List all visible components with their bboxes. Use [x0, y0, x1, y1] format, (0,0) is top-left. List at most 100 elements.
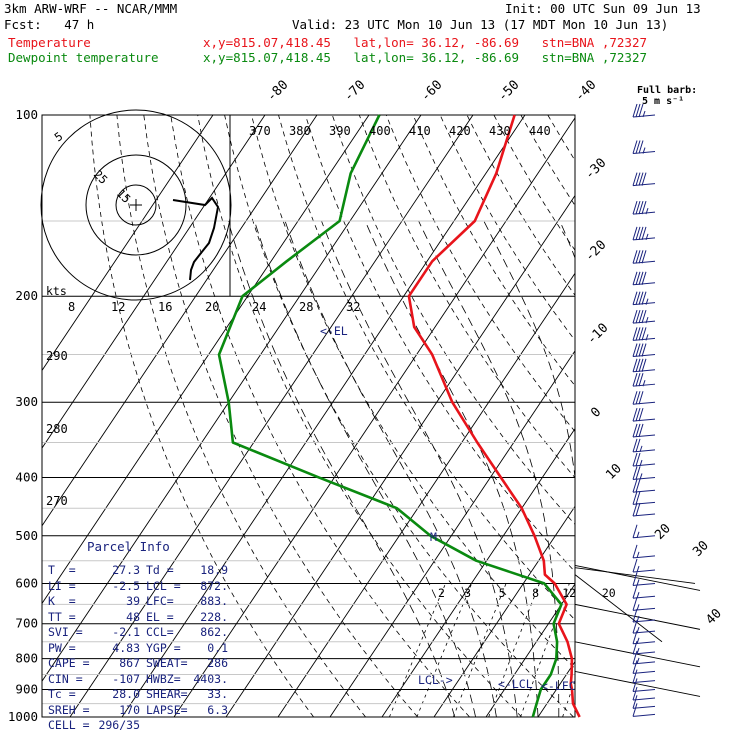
wind-barb-full	[632, 491, 638, 505]
wind-barb-full	[632, 423, 638, 438]
wind-barb-full	[641, 271, 647, 285]
wind-barb	[632, 407, 656, 422]
wind-barb-staff	[632, 114, 656, 118]
parcel-info-value: 867	[119, 656, 140, 670]
parcel-info-row: TT = 48 EL = 228.	[42, 610, 238, 625]
isotherm-right-label: 20	[652, 521, 674, 543]
wind-barb-staff	[632, 705, 656, 709]
parcel-info-key: SREH =	[48, 702, 90, 717]
wind-barb-full	[641, 172, 647, 186]
isotherms	[42, 115, 575, 717]
wind-barb-full	[638, 407, 644, 422]
wind-barb-half	[636, 592, 640, 599]
isotherm-line	[173, 117, 575, 717]
parcel-info-row: CELL = 296/35	[42, 718, 238, 733]
wind-barb-full	[635, 391, 641, 405]
wind-barb-staff	[632, 697, 656, 701]
wind-barb	[632, 524, 656, 539]
pressure-lines	[42, 114, 575, 718]
isotherm-top-label: -80	[264, 78, 291, 105]
isotherm-right-label: -20	[582, 238, 609, 265]
wind-barb-half	[636, 531, 640, 538]
wind-barb-full	[635, 327, 641, 341]
mixing-ratio-label: 5	[499, 586, 506, 600]
wind-barb-half	[639, 473, 643, 480]
wind-barb	[632, 226, 656, 241]
wind-barb-full	[641, 358, 647, 372]
level-annotation: <-LCL	[498, 677, 533, 691]
parcel-info-key: K =	[48, 594, 76, 608]
wind-barb-staff	[632, 535, 656, 539]
parcel-info-value: 296/35	[98, 718, 140, 732]
wind-barb-half	[636, 551, 640, 559]
theta-label: 400	[369, 124, 391, 138]
parcel-info-value: 0.1	[207, 640, 228, 655]
wind-barb-full	[635, 466, 641, 480]
wind-barb-staff	[632, 151, 656, 155]
wind-barb	[632, 678, 656, 692]
wind-barb-half	[642, 380, 646, 387]
isotherm-top-label: -40	[572, 78, 599, 105]
wind-barb-staff	[632, 354, 656, 358]
isotherm-right-label: -10	[584, 321, 611, 348]
dewpoint-location: x,y=815.07,418.45 lat,lon= 36.12, -86.69…	[203, 50, 648, 65]
wind-barb-full	[632, 695, 638, 709]
wind-barb-staff	[632, 688, 656, 692]
wind-barb-staff	[632, 237, 656, 241]
wind-barb-staff	[632, 320, 656, 324]
isotherm-top-label: -70	[341, 78, 368, 105]
sounding-series	[217, 114, 581, 718]
model-title: 3km ARW-WRF -- NCAR/MMM	[4, 1, 178, 16]
wind-barb-full	[635, 271, 641, 285]
parcel-info-row: SVI = -2.1 CCL= 862.	[42, 625, 238, 640]
parcel-info-key: YGP =	[146, 640, 181, 655]
level-annotation: LCL->	[418, 673, 453, 687]
wind-barb	[632, 479, 656, 493]
isotherm-right-label: -30	[582, 156, 609, 183]
parcel-info-value: -2.1	[112, 625, 140, 639]
wind-barb-staff	[632, 680, 656, 684]
wind-barb	[632, 558, 656, 573]
dry-adiabat-line	[197, 115, 522, 717]
wind-barb	[632, 703, 656, 717]
parcel-info-key: LI =	[48, 578, 76, 593]
wind-barb-full	[632, 703, 638, 717]
wind-barb-full	[632, 479, 638, 493]
parcel-info-value: -2.5	[112, 578, 140, 593]
isotherm-extension	[574, 603, 701, 630]
dewpoint-legend-label: Dewpoint temperature	[8, 50, 159, 65]
pressure-tick-label: 700	[15, 616, 38, 631]
isotherm-right-label: 30	[690, 538, 712, 560]
wind-barb	[632, 619, 656, 634]
wind-barb-staff	[632, 337, 656, 341]
isotherm-line	[329, 350, 575, 717]
wind-barb	[632, 466, 656, 480]
wind-barb-full	[632, 544, 638, 559]
parcel-info-value: 33.	[207, 687, 228, 701]
hodograph-ring-label: 5	[52, 129, 66, 144]
wind-barb-half	[645, 233, 649, 241]
wind-barb-staff	[632, 463, 656, 467]
temperature-line	[407, 114, 581, 718]
mixing-ratio-label: 20	[602, 586, 616, 600]
wind-barb-full	[641, 200, 647, 215]
parcel-info-value: 27.3	[112, 563, 140, 577]
wind-barb-full	[638, 172, 644, 186]
dry-adiabat-line	[656, 115, 740, 717]
hodograph-units: kts	[46, 284, 67, 298]
speed-scale-label: 24	[252, 300, 266, 314]
parcel-info-key: CAPE =	[48, 656, 90, 670]
wind-barb-full	[635, 452, 641, 467]
temperature-location: x,y=815.07,418.45 lat,lon= 36.12, -86.69…	[203, 35, 648, 50]
wind-barb-full	[635, 103, 641, 118]
theta-label: 440	[529, 124, 551, 138]
speed-scale-label: 28	[299, 300, 313, 314]
wind-barb	[632, 140, 656, 155]
wind-barb-staff	[632, 383, 656, 387]
parcel-info-key: SWEAT=	[146, 656, 188, 670]
wind-barb-staff	[632, 595, 656, 599]
mixing-ratio-label: 12	[562, 586, 576, 600]
wind-barb-full	[632, 373, 638, 387]
isotherm-right-label: 0	[588, 405, 604, 421]
isotherm-line	[433, 505, 575, 717]
